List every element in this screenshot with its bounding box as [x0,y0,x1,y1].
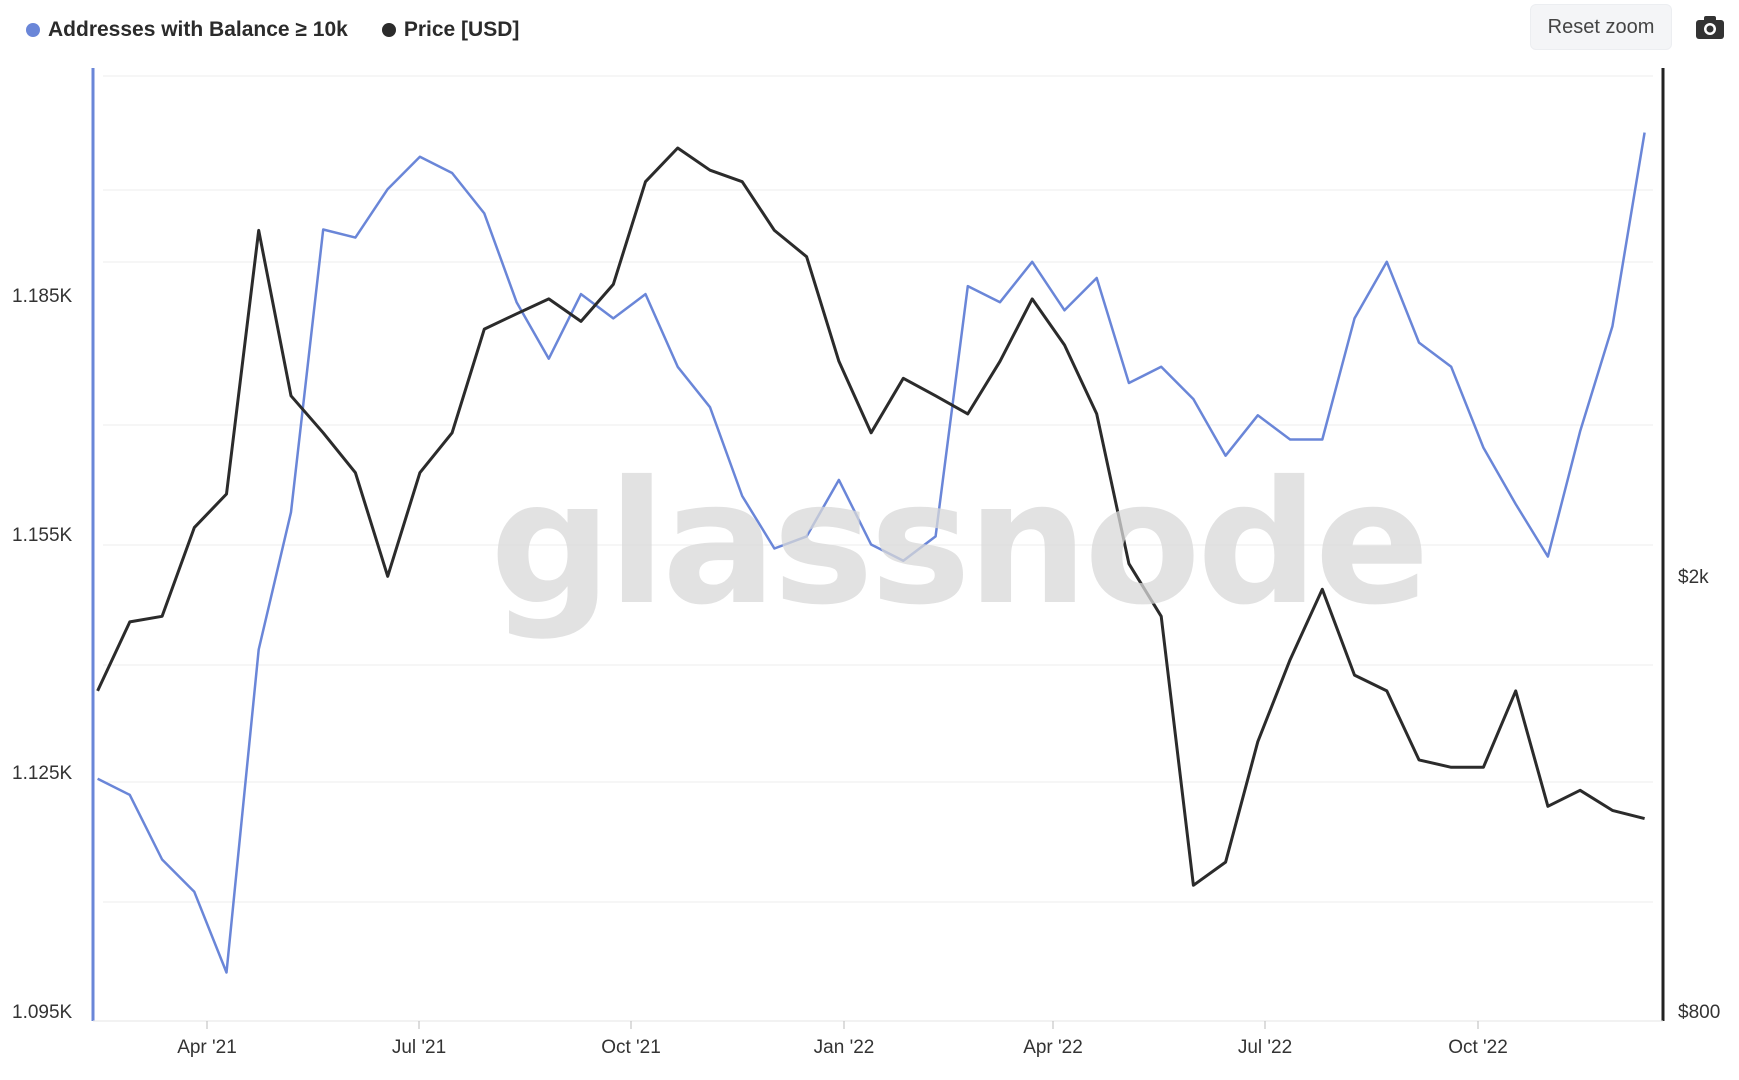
series-line-price [96,146,1645,887]
x-tick: Apr '21 [177,1037,237,1058]
legend-marker-price [381,23,396,37]
legend-item-addresses[interactable]: Addresses with Balance ≥ 10k [26,18,348,42]
y-right-tick: $2k [1678,567,1709,588]
x-tick: Jan '22 [813,1037,875,1058]
legend-item-price[interactable]: Price [USD] [381,18,520,42]
legend-label-price: Price [USD] [403,18,520,41]
y-left-tick: 1.155K [12,525,73,546]
x-tick: Oct '22 [1448,1037,1508,1058]
x-tick: Jul '21 [391,1037,447,1058]
reset-zoom-button[interactable]: Reset zoom [1530,4,1672,50]
x-tick: Apr '22 [1023,1037,1083,1058]
legend: Addresses with Balance ≥ 10k Price [USD] [26,18,519,42]
camera-icon[interactable] [1695,14,1725,40]
y-left-tick: 1.095K [12,1002,73,1023]
series-line-addresses [97,132,1646,974]
y-left-tick: 1.125K [12,763,73,784]
x-tick: Jul '22 [1237,1037,1293,1058]
y-right-tick: $800 [1678,1002,1721,1023]
x-tick: Oct '21 [601,1037,661,1058]
y-left-tick: 1.185K [12,286,73,307]
legend-label-addresses: Addresses with Balance ≥ 10k [48,18,348,41]
legend-marker-addresses [26,23,40,37]
